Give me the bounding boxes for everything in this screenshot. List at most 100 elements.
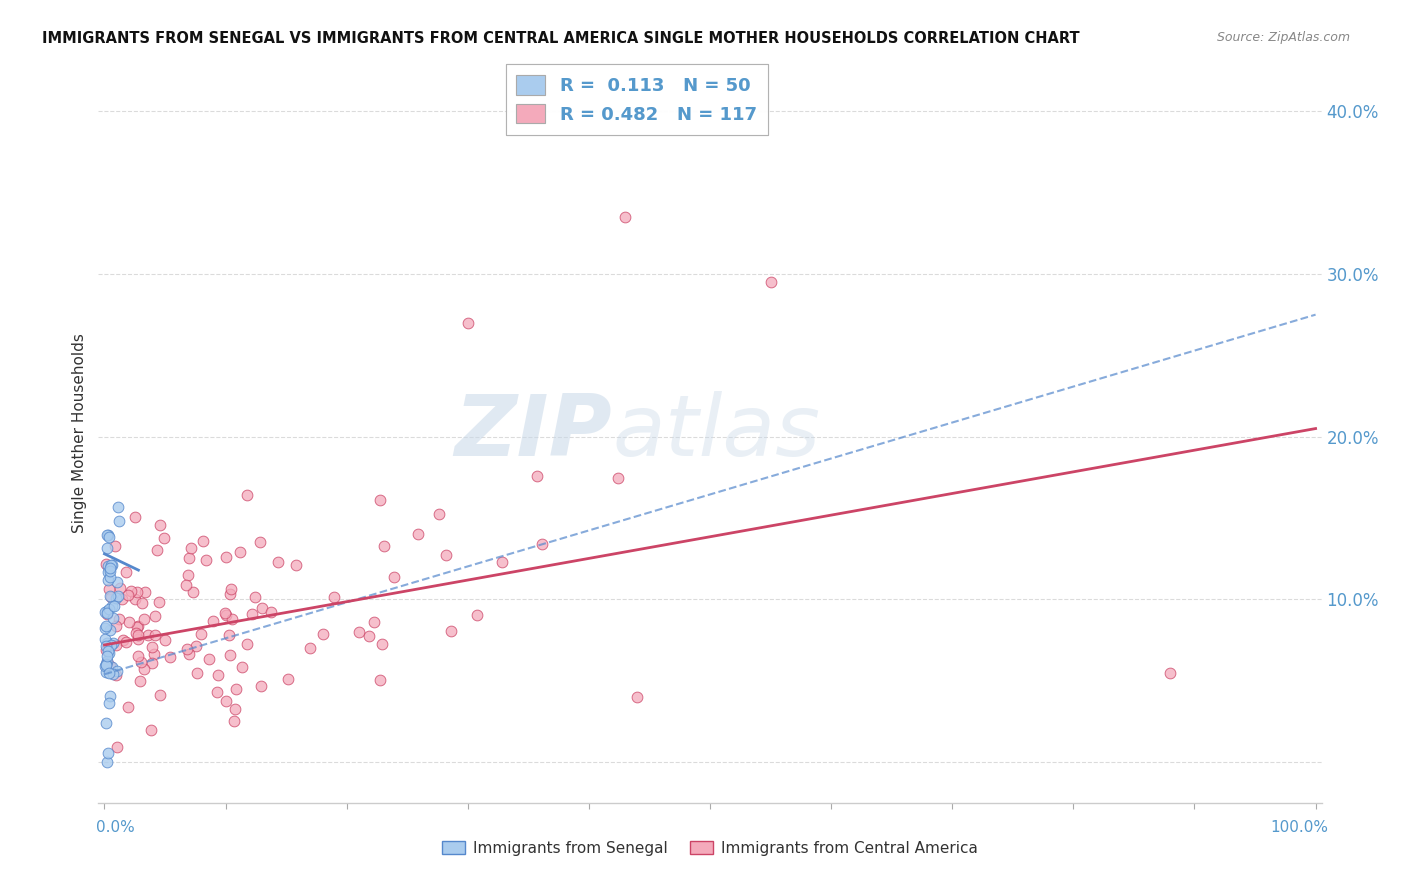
Point — [1159, 665, 1181, 680]
Point — [228, 544, 250, 558]
Point — [104, 539, 127, 553]
Point — [465, 608, 488, 623]
Point — [368, 673, 391, 687]
Point — [98, 564, 121, 578]
Point — [111, 591, 134, 606]
Point — [134, 612, 156, 626]
Point — [97, 566, 120, 580]
Point — [100, 590, 122, 604]
Point — [607, 471, 630, 485]
Point — [152, 532, 174, 546]
Point — [440, 624, 463, 639]
Point — [97, 696, 120, 710]
Point — [117, 588, 139, 602]
Point — [382, 570, 405, 584]
Point — [153, 632, 176, 647]
Point — [225, 682, 247, 697]
Point — [129, 655, 152, 669]
Point — [197, 652, 219, 666]
Point — [96, 604, 118, 618]
Text: Source: ZipAtlas.com: Source: ZipAtlas.com — [1216, 31, 1350, 45]
Point — [118, 615, 141, 629]
Point — [107, 500, 129, 514]
Point — [215, 550, 238, 565]
Point — [186, 665, 208, 680]
Point — [368, 492, 391, 507]
Point — [105, 665, 128, 679]
Point — [191, 533, 214, 548]
Point — [250, 679, 273, 693]
Point — [93, 632, 115, 646]
Point — [207, 667, 229, 681]
Point — [100, 599, 122, 613]
Point — [100, 689, 122, 703]
Point — [143, 628, 166, 642]
Point — [145, 542, 167, 557]
Point — [105, 591, 128, 605]
Point — [221, 582, 243, 596]
Point — [101, 611, 124, 625]
Point — [96, 607, 118, 622]
Point — [181, 585, 204, 599]
Point — [127, 584, 149, 599]
Point — [96, 654, 118, 668]
Point — [96, 639, 118, 653]
Point — [97, 643, 120, 657]
Text: ZIP: ZIP — [454, 391, 612, 475]
Point — [128, 673, 150, 688]
Point — [94, 659, 117, 673]
Point — [124, 510, 146, 524]
Point — [143, 647, 166, 661]
Y-axis label: Single Mother Households: Single Mother Households — [72, 333, 87, 533]
Point — [190, 627, 212, 641]
Point — [107, 589, 129, 603]
Point — [100, 638, 122, 652]
Point — [96, 606, 118, 620]
Point — [96, 619, 118, 633]
Point — [370, 637, 392, 651]
Point — [224, 701, 246, 715]
Point — [98, 589, 121, 603]
Text: 0.0%: 0.0% — [96, 821, 135, 835]
Point — [245, 590, 267, 604]
Point — [322, 591, 344, 605]
Point — [114, 566, 136, 580]
Point — [94, 657, 117, 672]
Point — [406, 527, 429, 541]
Point — [141, 723, 163, 737]
Point — [105, 574, 128, 589]
Point — [347, 625, 370, 640]
Point — [184, 639, 207, 653]
Point — [215, 607, 238, 622]
Point — [127, 648, 149, 663]
Point — [491, 555, 513, 569]
Point — [176, 641, 198, 656]
Point — [96, 541, 118, 555]
Text: IMMIGRANTS FROM SENEGAL VS IMMIGRANTS FROM CENTRAL AMERICA SINGLE MOTHER HOUSEHO: IMMIGRANTS FROM SENEGAL VS IMMIGRANTS FR… — [42, 31, 1080, 46]
Point — [114, 635, 136, 649]
Point — [98, 601, 121, 615]
Point — [219, 648, 242, 663]
Point — [94, 643, 117, 657]
Point — [96, 528, 118, 542]
Point — [159, 649, 181, 664]
Point — [177, 568, 200, 582]
Point — [149, 518, 172, 533]
Point — [221, 612, 243, 626]
Point — [285, 558, 308, 572]
Point — [97, 559, 120, 574]
Point — [97, 646, 120, 660]
Point — [101, 558, 124, 573]
Point — [373, 539, 395, 553]
Point — [94, 605, 117, 619]
Point — [277, 672, 299, 686]
Point — [101, 636, 124, 650]
Point — [97, 746, 120, 760]
Point — [101, 659, 124, 673]
Point — [96, 655, 118, 669]
Point — [434, 548, 457, 562]
Point — [260, 605, 283, 619]
Point — [96, 648, 118, 663]
Point — [357, 629, 380, 643]
Point — [134, 585, 156, 599]
